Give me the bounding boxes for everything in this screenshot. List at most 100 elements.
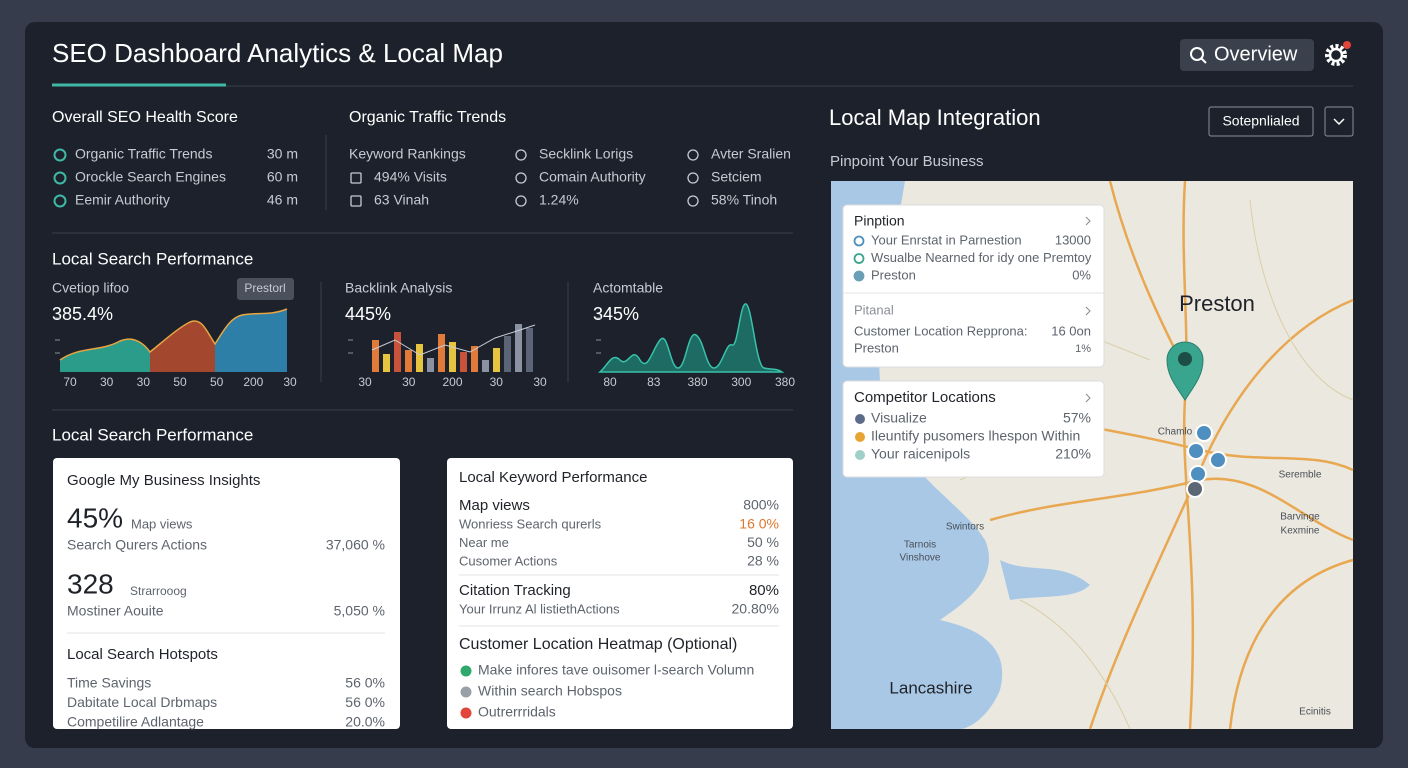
- x-tick-label: 30: [100, 375, 114, 389]
- chart-bar: [515, 324, 522, 372]
- popup-icon: [853, 235, 865, 247]
- status-icon: [53, 148, 67, 162]
- chart-value: 445%: [345, 304, 391, 324]
- keyword-label: Cusomer Actions: [459, 553, 558, 568]
- chevron: [1085, 216, 1091, 226]
- overview-label[interactable]: Overview: [1214, 43, 1298, 65]
- x-tick-label: 200: [243, 375, 263, 389]
- legend-dot: [460, 686, 472, 698]
- item-icon: [515, 195, 527, 207]
- legend-dot: [460, 665, 472, 677]
- card-title: Local Keyword Performance: [459, 469, 647, 486]
- overview-button[interactable]: [1180, 39, 1314, 71]
- metric-row-label: Mostiner Aouite: [67, 603, 164, 619]
- trend-item: Setciem: [711, 169, 762, 185]
- section-title: Organic Traffic Trends: [349, 109, 506, 126]
- popup-label: Your Enrstat in Parnestion: [871, 232, 1022, 247]
- item-icon: [687, 149, 699, 161]
- popup-value: 16 0on: [1051, 323, 1091, 338]
- card: [447, 458, 793, 729]
- road: [1182, 180, 1195, 730]
- dropdown-button[interactable]: [1324, 106, 1354, 137]
- trend-item: 63 Vinah: [374, 192, 429, 208]
- metric-unit: Map views: [131, 516, 193, 531]
- hotspot-label: Dabitate Local Drbmaps: [67, 694, 217, 710]
- competitor-marker[interactable]: [1195, 424, 1213, 442]
- keyword-value: 16 0%: [739, 516, 779, 532]
- citation-sub-label: Your Irrunz Al listiethActions: [459, 601, 620, 616]
- hotspot-value: 56 0%: [345, 694, 385, 710]
- competitor-marker[interactable]: [1187, 442, 1205, 460]
- section-title: Local Search Performance: [52, 249, 253, 268]
- chart-bar: [449, 342, 456, 372]
- item-icon: [515, 149, 527, 161]
- popup-label: Your raicenipols: [871, 446, 970, 462]
- x-tick-label: 380: [775, 375, 795, 389]
- legend-label: Outrerrridals: [478, 704, 556, 720]
- x-tick-label: 30: [490, 375, 504, 389]
- health-label: Orockle Search Engines: [75, 169, 226, 185]
- item-icon: [350, 195, 362, 207]
- chevron: [1085, 306, 1091, 316]
- popup-section: Pitanal: [854, 302, 894, 317]
- health-label: Eemir Authority: [75, 192, 170, 208]
- notification-dot: [1343, 41, 1351, 49]
- hotspot-value: 20.0%: [345, 714, 385, 730]
- section-title: Overall SEO Health Score: [52, 109, 238, 126]
- location-pin[interactable]: [1166, 341, 1204, 401]
- card-title: Google My Business Insights: [67, 472, 260, 489]
- chart-label: Cvetiop lifoo: [52, 280, 129, 296]
- road: [1228, 558, 1354, 730]
- popup-value: 0%: [1072, 267, 1091, 282]
- select-label[interactable]: Sotepnlialed: [1222, 113, 1299, 129]
- x-tick-label: 50: [173, 375, 187, 389]
- citation-sub-value: 20.80%: [732, 601, 779, 617]
- metric-unit: Strarrooog: [130, 584, 187, 598]
- keyword-label: Map views: [459, 497, 530, 514]
- x-tick-label: 30: [533, 375, 547, 389]
- select[interactable]: [1208, 106, 1314, 137]
- chart-label: Actomtable: [593, 280, 663, 296]
- map-subtitle: Pinpoint Your Business: [830, 153, 983, 170]
- card-subtitle: Local Search Hotspots: [67, 646, 218, 663]
- popup-value: 210%: [1055, 446, 1091, 462]
- x-tick-label: 80: [603, 375, 617, 389]
- item-icon: [515, 172, 527, 184]
- map-popup: [842, 380, 1105, 478]
- x-tick-label: 30: [283, 375, 297, 389]
- x-tick-label: 30: [137, 375, 151, 389]
- x-tick-label: 300: [731, 375, 751, 389]
- trend-item: 494% Visits: [374, 169, 447, 185]
- keyword-label: Wonriess Search qurerls: [459, 516, 602, 531]
- item-icon: [687, 172, 699, 184]
- popup-label: Visualize: [871, 410, 927, 426]
- chart-bar: [526, 328, 533, 372]
- road: [1249, 199, 1354, 401]
- search-icon: [1190, 47, 1204, 61]
- citation-label: Citation Tracking: [459, 582, 571, 599]
- road: [1019, 599, 1131, 730]
- competitor-marker[interactable]: [1209, 451, 1227, 469]
- popup-icon: [853, 253, 865, 264]
- chart-line: [59, 308, 288, 361]
- trend-item: Comain Authority: [539, 169, 646, 185]
- place-label: Swintors: [946, 522, 984, 533]
- popup-icon: [855, 432, 865, 442]
- chevron: [1333, 118, 1345, 126]
- health-value: 46 m: [267, 192, 298, 208]
- popup-label: Wsualbe Nearned for idy one Premtoy: [871, 250, 1092, 265]
- competitor-marker[interactable]: [1186, 480, 1204, 498]
- popup-label: Ileuntify pusomers lhespon Within: [871, 428, 1080, 444]
- chart-value: 385.4%: [52, 304, 113, 324]
- item-icon: [350, 172, 362, 184]
- pin-dot: [1178, 352, 1192, 366]
- competitor-marker[interactable]: [1189, 465, 1207, 483]
- health-value: 30 m: [267, 146, 298, 162]
- x-tick-label: 30: [402, 375, 416, 389]
- popup-label: Preston: [854, 340, 899, 355]
- card-subtitle: Customer Location Heatmap (Optional): [459, 636, 737, 653]
- trend-item: Keyword Rankings: [349, 146, 466, 162]
- settings-button[interactable]: [1325, 41, 1351, 66]
